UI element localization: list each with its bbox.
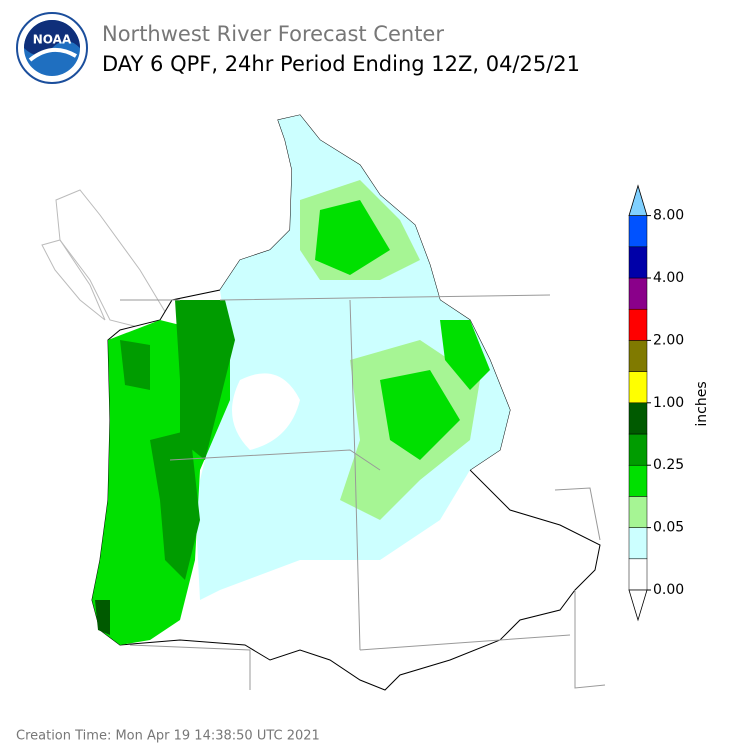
colorbar-box bbox=[628, 215, 648, 248]
colorbar-box bbox=[628, 371, 648, 404]
colorbar-box bbox=[628, 496, 648, 528]
colorbar-tick-label: 1.00 bbox=[653, 395, 684, 411]
colorbar-tick-label: 0.05 bbox=[653, 520, 684, 536]
noaa-logo: NOAA bbox=[16, 12, 88, 84]
colorbar-box bbox=[628, 464, 648, 497]
subtitle: DAY 6 QPF, 24hr Period Ending 12Z, 04/25… bbox=[102, 52, 580, 76]
colorbar-box bbox=[628, 246, 648, 279]
colorbar-box bbox=[628, 308, 648, 341]
colorbar-box bbox=[628, 340, 648, 372]
colorbar-under bbox=[628, 589, 648, 622]
colorbar-box bbox=[628, 402, 648, 435]
colorbar-over bbox=[628, 184, 648, 216]
colorbar-tick-label: 0.00 bbox=[653, 582, 684, 598]
colorbar-box bbox=[628, 527, 648, 560]
colorbar-box bbox=[628, 433, 648, 466]
colorbar: 0.00 0.05 0.25 1.00 2.00 4.00 8.00 bbox=[628, 184, 684, 622]
colorbar-box bbox=[628, 558, 648, 591]
colorbar-tick-label: 4.00 bbox=[653, 270, 684, 286]
colorbar-tick-label: 2.00 bbox=[653, 332, 684, 348]
creation-time: Creation Time: Mon Apr 19 14:38:50 UTC 2… bbox=[16, 729, 320, 744]
colorbar-box bbox=[628, 277, 648, 310]
logo-text: NOAA bbox=[33, 33, 72, 47]
map bbox=[41, 114, 606, 691]
title: Northwest River Forecast Center bbox=[102, 22, 444, 46]
colorbar-label: inches bbox=[694, 381, 710, 426]
colorbar-tick-label: 0.25 bbox=[653, 457, 684, 473]
colorbar-tick-label: 8.00 bbox=[653, 208, 684, 224]
